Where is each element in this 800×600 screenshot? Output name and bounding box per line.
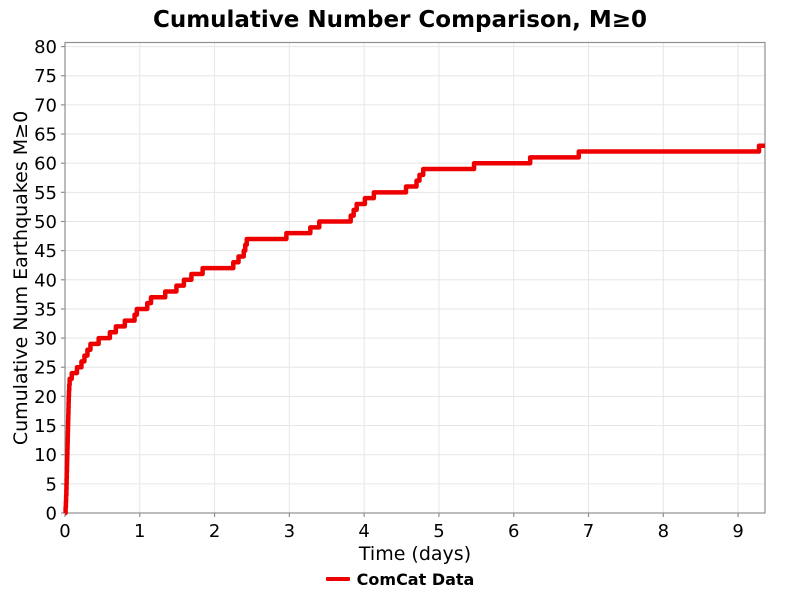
x-axis-label: Time (days) (358, 543, 472, 565)
y-tick-label: 70 (34, 95, 57, 116)
y-tick-label: 5 (46, 474, 57, 495)
gridlines (64, 42, 765, 514)
chart-title: Cumulative Number Comparison, M≥0 (152, 7, 648, 33)
y-tick-label: 50 (34, 212, 57, 233)
y-tick-label: 40 (34, 270, 57, 291)
x-tick-label: 5 (433, 521, 444, 542)
y-tick-label: 65 (34, 125, 57, 146)
legend-line-swatch (325, 577, 350, 581)
y-tick-label: 35 (34, 299, 57, 320)
x-tick-label: 8 (658, 521, 669, 542)
legend: ComCat Data (0, 567, 800, 591)
y-tick-label: 30 (34, 329, 57, 350)
plot-border (64, 41, 766, 514)
y-tick-label: 60 (34, 154, 57, 175)
comcat-series-line (63, 143, 765, 516)
y-tick-label: 55 (34, 183, 57, 204)
y-tick-label: 45 (34, 241, 57, 262)
x-tick-label: 2 (209, 521, 220, 542)
y-ticks: 0 5 10 15 20 25 30 35 40 45 50 55 60 65 70 75 80 (34, 37, 65, 525)
y-tick-label: 20 (34, 387, 57, 408)
y-tick-label: 25 (34, 358, 57, 379)
x-tick-label: 3 (284, 521, 295, 542)
y-axis-label: Cumulative Num Earthquakes M≥0 (10, 110, 32, 446)
legend-label: ComCat Data (356, 569, 475, 589)
x-tick-label: 7 (583, 521, 594, 542)
y-tick-label: 15 (34, 416, 57, 437)
x-tick-label: 6 (508, 521, 519, 542)
x-tick-label: 1 (134, 521, 145, 542)
x-tick-label: 4 (358, 521, 369, 542)
y-tick-label: 80 (34, 37, 57, 58)
y-tick-label: 10 (34, 445, 57, 466)
x-tick-label: 0 (59, 521, 70, 542)
y-tick-label: 0 (46, 504, 57, 525)
x-tick-label: 9 (732, 521, 743, 542)
x-ticks: 0 1 2 3 4 5 6 7 8 9 (59, 513, 744, 542)
y-tick-label: 75 (34, 66, 57, 87)
